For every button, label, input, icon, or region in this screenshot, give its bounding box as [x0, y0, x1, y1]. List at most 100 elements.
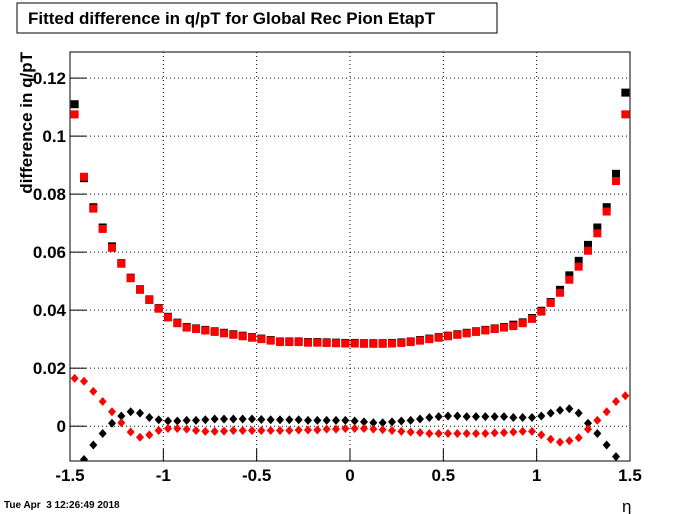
- y-tick-label: 0: [57, 417, 66, 436]
- point: [341, 415, 350, 425]
- point: [556, 288, 564, 297]
- point: [220, 426, 228, 436]
- point: [369, 424, 378, 434]
- point: [416, 428, 424, 438]
- point: [434, 333, 443, 342]
- point: [173, 319, 182, 328]
- point: [453, 428, 462, 438]
- point: [313, 425, 322, 435]
- point: [332, 415, 340, 425]
- point: [593, 229, 602, 238]
- point: [70, 373, 79, 383]
- point: [388, 426, 396, 436]
- point: [537, 307, 546, 316]
- point: [369, 418, 378, 428]
- point: [80, 172, 88, 181]
- point: [388, 339, 396, 348]
- point: [154, 304, 163, 313]
- point: [500, 412, 508, 422]
- point: [201, 426, 210, 436]
- point: [285, 415, 294, 425]
- point: [294, 338, 303, 347]
- x-tick-label: 1: [532, 466, 541, 485]
- point: [462, 428, 471, 438]
- point: [481, 428, 490, 438]
- point: [472, 327, 480, 336]
- point: [518, 426, 527, 436]
- point: [313, 415, 322, 425]
- y-axis-label: difference in q/pT: [17, 51, 36, 193]
- point: [565, 436, 574, 446]
- point: [220, 414, 228, 424]
- point: [229, 426, 238, 436]
- point: [462, 329, 471, 338]
- point: [546, 434, 555, 444]
- point: [556, 405, 564, 415]
- point: [70, 100, 79, 109]
- point: [444, 332, 452, 341]
- point: [528, 314, 536, 323]
- point: [518, 319, 527, 328]
- point: [313, 338, 322, 347]
- point: [612, 177, 620, 186]
- point: [98, 397, 107, 407]
- point: [192, 325, 200, 334]
- point: [574, 433, 583, 443]
- point: [182, 323, 191, 332]
- point: [210, 414, 219, 424]
- point: [220, 329, 228, 338]
- point: [154, 426, 163, 436]
- point: [80, 455, 88, 461]
- point: [406, 427, 415, 437]
- point: [528, 412, 536, 422]
- point: [173, 416, 182, 426]
- point: [378, 339, 387, 348]
- point: [341, 339, 350, 348]
- point: [248, 414, 256, 424]
- point: [322, 424, 331, 434]
- point: [406, 415, 415, 425]
- point: [164, 313, 172, 322]
- point: [584, 418, 592, 428]
- point: [360, 339, 368, 348]
- point: [332, 424, 340, 434]
- point: [602, 407, 611, 417]
- point: [481, 412, 490, 422]
- point: [266, 426, 275, 436]
- y-tick-label: 0.1: [42, 127, 66, 146]
- point: [388, 417, 396, 427]
- point: [612, 169, 620, 178]
- point: [164, 416, 172, 426]
- point: [397, 416, 406, 426]
- point: [238, 414, 247, 424]
- point: [126, 407, 135, 417]
- x-tick-label: 0: [345, 466, 354, 485]
- point: [164, 424, 172, 434]
- point: [304, 338, 312, 347]
- y-tick-label: 0.08: [33, 185, 66, 204]
- point: [294, 425, 303, 435]
- point: [509, 412, 518, 422]
- point: [145, 412, 154, 422]
- point: [425, 335, 434, 344]
- point: [145, 296, 154, 305]
- point: [98, 224, 107, 233]
- point: [248, 426, 256, 436]
- point: [397, 426, 406, 436]
- point: [546, 298, 555, 307]
- point: [70, 110, 79, 119]
- x-tick-label: -1.5: [55, 466, 84, 485]
- point: [285, 338, 294, 347]
- point: [341, 424, 350, 434]
- point: [117, 259, 126, 268]
- point: [117, 418, 126, 428]
- point: [229, 414, 238, 424]
- point: [276, 338, 284, 347]
- point: [528, 426, 536, 436]
- point: [378, 425, 387, 435]
- point: [80, 376, 88, 386]
- point: [612, 397, 620, 407]
- point: [509, 427, 518, 437]
- point: [257, 335, 266, 344]
